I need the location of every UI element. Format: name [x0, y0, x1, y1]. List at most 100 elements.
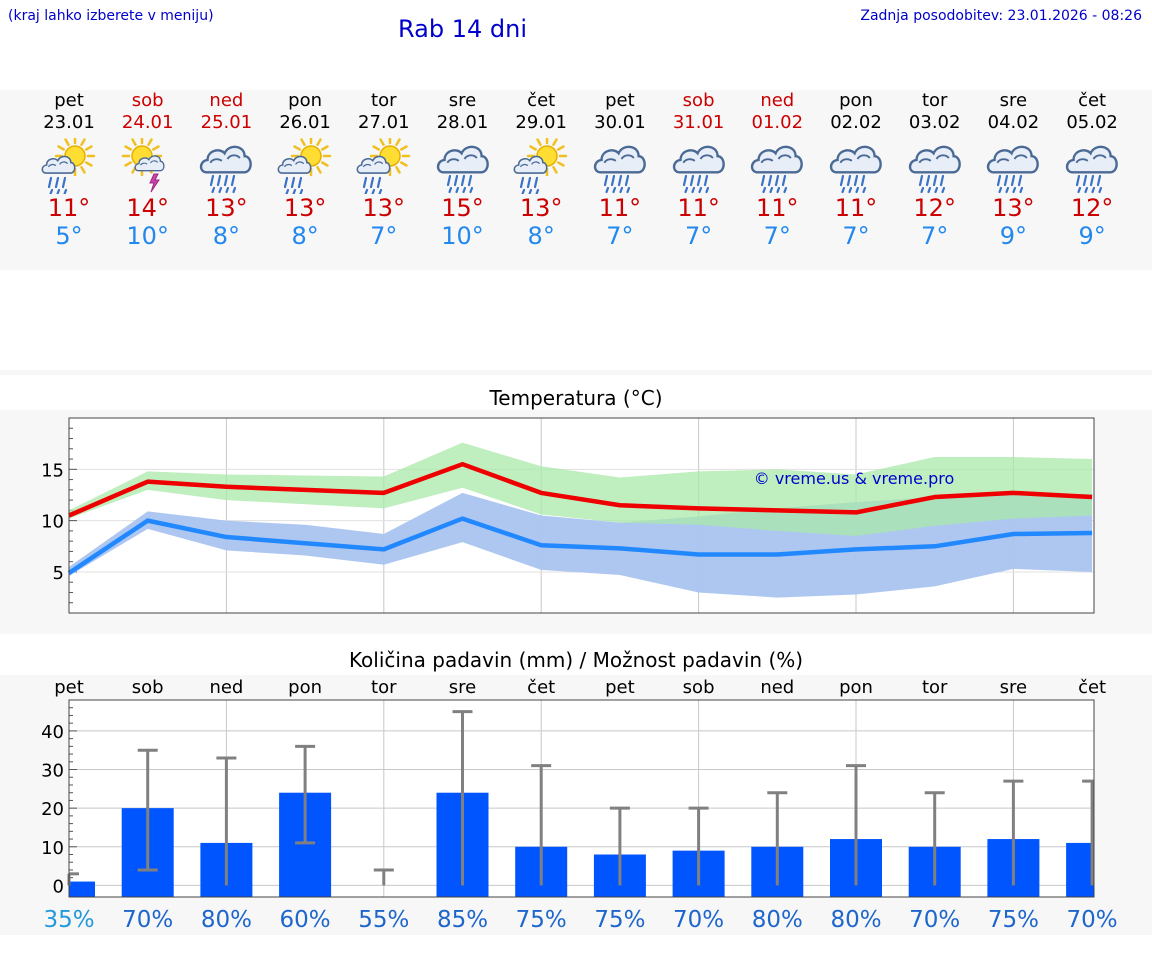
day-name: pon	[839, 90, 873, 111]
rain-drop	[378, 188, 382, 194]
day-name: pon	[288, 90, 323, 111]
temperature-tick-label: 15	[41, 460, 64, 481]
max-temperature: 11°	[834, 194, 878, 222]
max-temperature: 13°	[205, 194, 248, 222]
sun-cloud-rain-icon	[277, 138, 332, 194]
day-date: 01.02	[751, 112, 804, 133]
rain-drop	[925, 174, 930, 187]
temperature-tick-label: 10	[41, 512, 64, 533]
cloud-detail	[362, 163, 372, 168]
cloud-detail	[149, 160, 158, 164]
rain-drop	[461, 186, 466, 194]
sun-cloud-rain-icon	[513, 138, 568, 194]
day-date: 05.02	[1066, 112, 1118, 133]
rain-drop	[224, 174, 229, 187]
rain-drop	[460, 174, 465, 187]
rain-drop	[528, 188, 533, 194]
rain-drop	[1019, 186, 1024, 194]
day-name: sob	[131, 90, 164, 111]
rain-drop	[860, 174, 866, 187]
rain-drop	[696, 174, 701, 187]
precipitation-plot-frame	[68, 699, 1095, 898]
sun-ray	[316, 166, 322, 174]
rain-drop	[1082, 174, 1088, 187]
sun-ray	[85, 145, 93, 151]
sun-ray	[151, 145, 160, 151]
rain-drop	[56, 188, 61, 194]
sun-ray	[123, 161, 132, 167]
cloud-rain-icon	[908, 145, 961, 194]
cloud-shape	[908, 145, 961, 174]
rain-drop	[1091, 186, 1096, 194]
rain-drop	[217, 174, 222, 187]
precipitation-probability: 75%	[594, 907, 645, 933]
rain-drop	[605, 186, 609, 194]
cloud-shape	[987, 145, 1040, 174]
rain-drops	[918, 174, 945, 194]
cloud-detail	[520, 163, 529, 168]
max-temperature: 11°	[47, 194, 91, 222]
min-temperature: 9°	[1078, 222, 1106, 250]
sun-cloud-rain-icon	[41, 138, 96, 194]
cloud-outline	[908, 145, 961, 174]
cloud-detail	[227, 154, 241, 160]
rain-drop	[841, 186, 846, 194]
day-column: sob 31.01 11° 7°	[660, 90, 738, 250]
rain-drops	[603, 174, 630, 194]
day-date: 30.01	[594, 112, 646, 133]
cloud-outline	[200, 145, 253, 174]
min-temperature: 8°	[527, 222, 555, 250]
min-temperature: 8°	[291, 222, 319, 250]
cloud-outline	[277, 155, 312, 174]
day-column: pet 30.01 11° 7°	[581, 90, 659, 250]
rain-drops	[362, 176, 382, 194]
cloud-outline	[672, 145, 725, 174]
sun-ray	[80, 138, 86, 146]
rain-drop	[285, 188, 290, 194]
temperature-tick-label: 5	[53, 563, 64, 584]
rain-drop	[446, 174, 451, 187]
day-column: čet 29.01 13° 8°	[502, 90, 580, 250]
precipitation-probability: 80%	[752, 907, 803, 933]
day-date: 27.01	[358, 112, 410, 133]
rain-drop	[934, 186, 938, 194]
rain-drop	[364, 188, 368, 194]
max-temperature: 13°	[362, 194, 406, 222]
rain-drop	[61, 176, 67, 189]
cloud-shape	[829, 145, 882, 174]
rain-drop	[927, 186, 931, 194]
cloud-detail	[620, 154, 635, 160]
rain-drop	[211, 186, 216, 194]
day-name: ned	[760, 90, 795, 111]
rain-drop	[535, 188, 540, 194]
precipitation-day-label: ned	[209, 677, 243, 698]
max-temperature-line	[68, 461, 1093, 518]
cloud-rain-icon	[1065, 145, 1118, 194]
cloud-rain-icon	[436, 145, 489, 194]
min-temperature: 9°	[999, 222, 1028, 250]
temperature-chart-title: Temperatura (°C)	[489, 386, 663, 410]
rain-drops	[47, 176, 68, 194]
page-title: Rab 14 dni	[398, 15, 527, 43]
day-column: pon 26.01 13° 8°	[266, 90, 344, 250]
day-name: sre	[448, 90, 477, 111]
precipitation-chart-title: Količina padavin (mm) / Možnost padavin …	[348, 648, 804, 672]
rain-drop	[290, 176, 296, 189]
precipitation-tick-label: 40	[41, 722, 64, 743]
rain-drop	[299, 188, 304, 194]
rain-drop	[689, 174, 694, 187]
rain-drop	[1012, 186, 1017, 194]
day-column: pet 23.01 11° 5°	[30, 90, 108, 250]
precipitation-bar	[69, 881, 95, 897]
cloud-outline	[829, 145, 882, 174]
cloud-detail	[760, 158, 774, 164]
sun-ray	[321, 145, 329, 151]
rain-drop	[292, 188, 297, 194]
rain-drop	[683, 186, 688, 194]
precipitation-probability: 80%	[830, 907, 881, 933]
rain-drops	[446, 174, 473, 194]
day-name: čet	[1078, 90, 1107, 111]
cloud-outline	[436, 145, 489, 174]
day-name: čet	[527, 90, 556, 111]
rain-drop	[617, 174, 622, 187]
